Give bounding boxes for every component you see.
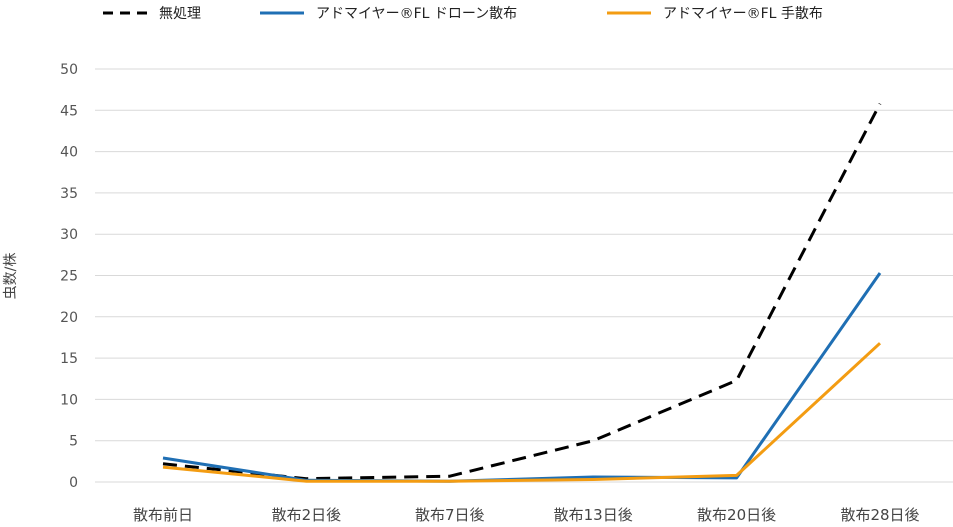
x-category-label: 散布前日 bbox=[133, 506, 193, 523]
gridlines bbox=[95, 68, 953, 483]
y-tick-label: 20 bbox=[60, 310, 78, 326]
x-axis-categories: 散布前日 散布2日後 散布7日後 散布13日後 散布20日後 散布28日後 bbox=[133, 506, 920, 524]
y-tick-label: 10 bbox=[60, 392, 78, 408]
series-line bbox=[162, 103, 882, 481]
series-line bbox=[162, 272, 882, 483]
series-lines bbox=[162, 103, 882, 483]
y-tick-label: 30 bbox=[60, 227, 78, 243]
legend-label: アドマイヤー®FL 手散布 bbox=[663, 6, 823, 22]
y-axis-ticks: 0 5 10 15 20 25 30 35 40 45 50 bbox=[60, 62, 78, 491]
y-tick-label: 50 bbox=[60, 62, 78, 78]
legend: 無処理 アドマイヤー®FL ドローン散布 アドマイヤー®FL 手散布 bbox=[103, 6, 823, 22]
legend-label: 無処理 bbox=[159, 6, 201, 22]
x-category-label: 散布13日後 bbox=[554, 506, 633, 523]
y-axis-title: 虫数/株 bbox=[3, 253, 19, 300]
y-tick-label: 45 bbox=[60, 103, 78, 119]
legend-label: アドマイヤー®FL ドローン散布 bbox=[316, 6, 517, 22]
y-tick-label: 15 bbox=[60, 351, 78, 367]
y-tick-label: 5 bbox=[69, 434, 78, 450]
y-tick-label: 35 bbox=[60, 186, 78, 202]
y-tick-label: 40 bbox=[60, 145, 78, 161]
x-category-label: 散布2日後 bbox=[272, 506, 342, 523]
x-category-label: 散布28日後 bbox=[840, 506, 919, 523]
y-tick-label: 0 bbox=[69, 475, 78, 491]
y-tick-label: 25 bbox=[60, 269, 78, 285]
series-line bbox=[162, 342, 882, 483]
x-category-label: 散布20日後 bbox=[697, 506, 776, 523]
x-category-label: 散布7日後 bbox=[415, 506, 485, 523]
